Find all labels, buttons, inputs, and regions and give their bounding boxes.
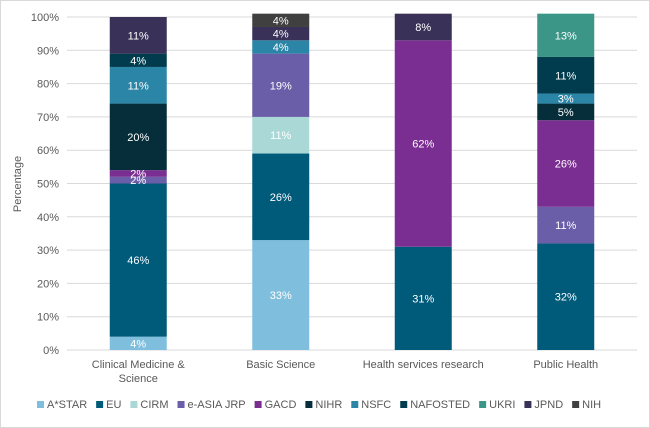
bar-segment [252, 40, 310, 54]
legend-label: GACD [265, 399, 297, 411]
data-label: 2% [130, 175, 146, 187]
category-label: Clinical Medicine & [92, 359, 186, 371]
data-label: 5% [558, 107, 574, 119]
legend-swatch [524, 401, 532, 408]
data-label: 11% [555, 220, 576, 232]
legend-label: JPND [534, 399, 563, 411]
bar-segment [109, 170, 167, 177]
category-label-line2: Science [119, 373, 158, 385]
bar-segment [109, 66, 167, 104]
legend-label: A*STAR [47, 399, 87, 411]
bar-segment [394, 40, 452, 247]
data-label: 4% [273, 15, 289, 27]
data-label: 4% [130, 55, 146, 67]
legend-label: UKRI [489, 399, 515, 411]
data-label: 33% [270, 290, 292, 302]
y-tick-label: 60% [37, 145, 59, 157]
data-label: 32% [555, 292, 577, 304]
bar-segment [537, 103, 595, 121]
bars [109, 13, 595, 350]
data-label: 20% [127, 132, 149, 144]
data-label: 3% [558, 94, 574, 106]
category-label: Public Health [533, 359, 598, 371]
data-label: 13% [555, 30, 577, 42]
data-label: 11% [128, 80, 149, 92]
bar-segment [252, 13, 310, 27]
data-label: 11% [128, 30, 149, 42]
category-label: Health services research [363, 359, 484, 371]
bar-segment [109, 17, 167, 54]
bar-segment [537, 13, 595, 57]
bar-segment [252, 240, 310, 350]
bar-segment [252, 153, 310, 241]
legend-label: EU [106, 399, 121, 411]
data-label: 26% [555, 159, 577, 171]
y-axis-title: Percentage [12, 156, 24, 212]
legend-swatch [572, 401, 580, 408]
bar-segment [537, 93, 595, 104]
data-label: 62% [412, 139, 434, 151]
data-label: 2% [130, 169, 146, 181]
data-label: 4% [273, 42, 289, 54]
data-labels: 4%46%2%2%20%11%4%11%33%26%11%19%4%4%4%31… [127, 15, 577, 350]
y-tick-label: 90% [37, 45, 59, 57]
data-label: 26% [270, 192, 292, 204]
bar-segment [394, 13, 452, 41]
bar-segment [109, 336, 167, 350]
data-label: 19% [270, 80, 292, 92]
data-label: 4% [273, 29, 289, 41]
bar-segment [109, 176, 167, 184]
legend-label: NIH [582, 399, 601, 411]
legend-label: NSFC [361, 399, 391, 411]
legend-swatch [400, 401, 408, 408]
legend-swatch [351, 401, 359, 408]
legend-label: CIRM [140, 399, 168, 411]
y-tick-label: 10% [37, 312, 59, 324]
y-tick-label: 0% [43, 345, 59, 357]
legend-swatch [479, 401, 487, 408]
y-tick-label: 100% [31, 12, 59, 24]
bar-segment [252, 26, 310, 41]
legend-swatch [305, 401, 313, 408]
y-tick-label: 30% [37, 245, 59, 257]
legend-label: NIHR [315, 399, 342, 411]
category-label: Basic Science [246, 359, 315, 371]
y-tick-label: 70% [37, 112, 59, 124]
legend-swatch [96, 401, 104, 408]
legend-label: e-ASIA JRP [188, 399, 246, 411]
data-label: 11% [555, 70, 576, 82]
legend-swatch [177, 401, 185, 408]
y-tick-labels: 0% 10% 20% 30% 40% 50% 60% 70% 80% 90% 100% [31, 12, 59, 357]
data-label: 11% [270, 130, 291, 142]
legend-label: NAFOSTED [410, 399, 470, 411]
y-tick-label: 20% [37, 278, 59, 290]
bar-segment [537, 206, 595, 244]
data-label: 8% [415, 22, 431, 34]
legend-swatch [254, 401, 262, 408]
bar-segment [109, 103, 167, 171]
legend: A*STAR EU CIRM e-ASIA JRP GACD NIHR NSFC NAFOST… [37, 399, 601, 411]
bar-segment [252, 116, 310, 154]
data-label: 31% [412, 293, 434, 305]
bar-segment [109, 53, 167, 67]
category-labels: Clinical Medicine & Science Basic Science H… [92, 359, 598, 385]
bar-segment [537, 56, 595, 94]
bar-segment [109, 183, 167, 337]
data-label: 46% [127, 255, 149, 267]
bar-segment [537, 243, 595, 350]
legend-swatch [130, 401, 138, 408]
y-tick-label: 40% [37, 212, 59, 224]
legend-swatch [37, 401, 44, 408]
data-label: 4% [130, 338, 146, 350]
y-tick-label: 80% [37, 79, 59, 91]
bar-segment [252, 53, 310, 117]
bar-segment [394, 246, 452, 350]
bar-segment [537, 120, 595, 207]
y-tick-label: 50% [37, 179, 59, 191]
